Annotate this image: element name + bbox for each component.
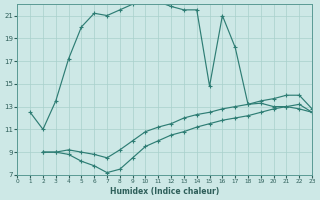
X-axis label: Humidex (Indice chaleur): Humidex (Indice chaleur) [110,187,219,196]
